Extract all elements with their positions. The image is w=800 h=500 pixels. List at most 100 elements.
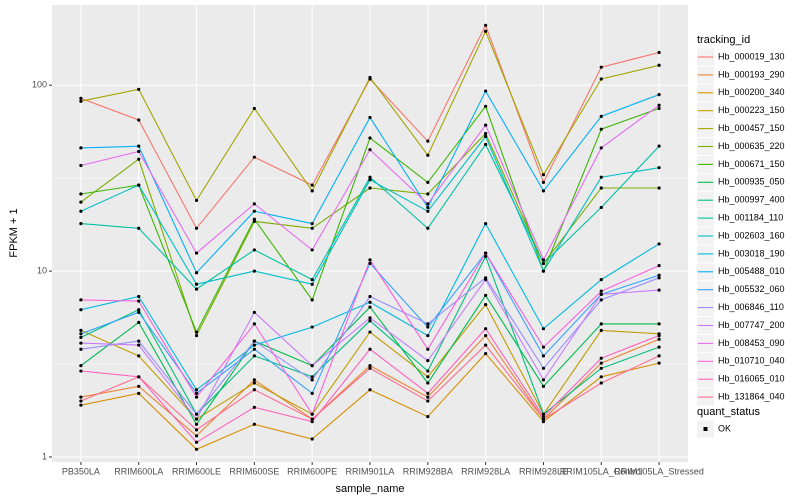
legend-label: Hb_005488_010: [718, 266, 785, 276]
x-tick-label: PB350LA: [62, 466, 100, 476]
point: [368, 261, 372, 266]
point: [194, 330, 199, 334]
x-tick-label: RRIM928LA: [461, 466, 510, 476]
point: [368, 258, 372, 262]
point: [79, 200, 83, 204]
point: [252, 347, 256, 351]
point: [484, 142, 488, 147]
point: [252, 155, 256, 159]
point: [194, 226, 199, 230]
point: [252, 381, 256, 385]
point: [541, 345, 546, 349]
point: [657, 166, 661, 170]
y-tick-label: 100: [32, 80, 47, 90]
point: [194, 251, 199, 255]
point: [137, 87, 141, 91]
point: [484, 343, 488, 347]
point: [657, 63, 661, 67]
point: [657, 50, 661, 55]
point: [194, 395, 199, 399]
point: [484, 278, 488, 282]
point: [368, 300, 372, 304]
x-tick-label: RRIM928LE: [519, 466, 568, 476]
point: [599, 114, 603, 118]
shape-legend-label: OK: [718, 423, 731, 433]
point: [368, 364, 372, 368]
point: [194, 434, 199, 438]
x-tick-label: RRIM105LA_Stressed: [614, 466, 704, 476]
point: [484, 123, 488, 127]
legend-label: Hb_007747_200: [718, 320, 785, 330]
point: [657, 144, 661, 148]
point: [657, 103, 661, 107]
point: [310, 378, 314, 382]
point: [79, 209, 83, 213]
point: [137, 294, 141, 299]
point: [426, 192, 430, 196]
legend-label: Hb_008453_090: [718, 338, 785, 348]
legend-label: Hb_000193_290: [718, 69, 785, 79]
legend-label: Hb_000997_400: [718, 195, 785, 205]
point: [310, 417, 314, 421]
x-tick-label: RRIM600SE: [229, 466, 279, 476]
point: [541, 173, 546, 177]
legend-label: Hb_001184_110: [718, 212, 783, 222]
point: [252, 343, 256, 347]
legend-label: Hb_000019_130: [718, 51, 785, 61]
legend-label: Hb_000223_150: [718, 105, 785, 115]
point: [79, 192, 83, 196]
point: [194, 422, 199, 426]
point: [310, 412, 314, 416]
point: [657, 354, 661, 358]
point: [194, 271, 199, 275]
point: [599, 65, 603, 69]
point: [541, 366, 546, 370]
point: [426, 395, 430, 399]
point: [79, 347, 83, 351]
point: [484, 131, 488, 136]
point: [310, 375, 314, 379]
point: [310, 391, 314, 395]
point: [310, 420, 314, 424]
point: [368, 316, 372, 320]
point: [484, 327, 488, 331]
point: [541, 378, 546, 382]
legend-label: Hb_010710_040: [718, 356, 785, 366]
point: [194, 412, 199, 416]
point: [657, 264, 661, 268]
point: [310, 222, 314, 226]
point: [79, 99, 83, 103]
point: [426, 139, 430, 143]
x-tick-label: RRIM600PE: [287, 466, 337, 476]
point: [426, 391, 430, 395]
point: [79, 146, 83, 150]
point: [252, 217, 256, 221]
point: [137, 149, 141, 154]
point: [368, 347, 372, 351]
point: [657, 106, 661, 111]
point: [137, 391, 141, 395]
point: [484, 134, 488, 139]
point: [310, 364, 314, 368]
point: [599, 289, 603, 293]
point: [252, 378, 256, 382]
point: [368, 305, 372, 309]
point: [194, 282, 199, 286]
point: [137, 226, 141, 230]
point: [599, 356, 603, 360]
point: [252, 354, 256, 358]
point: [541, 258, 546, 262]
point: [657, 345, 661, 349]
point: [541, 180, 546, 184]
point: [484, 293, 488, 298]
point: [484, 29, 488, 33]
point: [484, 333, 488, 338]
point: [599, 366, 603, 370]
point: [310, 248, 314, 252]
legend-label: Hb_131864_040: [718, 391, 785, 401]
point: [657, 273, 661, 277]
point: [368, 136, 372, 140]
point: [252, 405, 256, 409]
point: [194, 428, 199, 432]
point: [79, 369, 83, 373]
